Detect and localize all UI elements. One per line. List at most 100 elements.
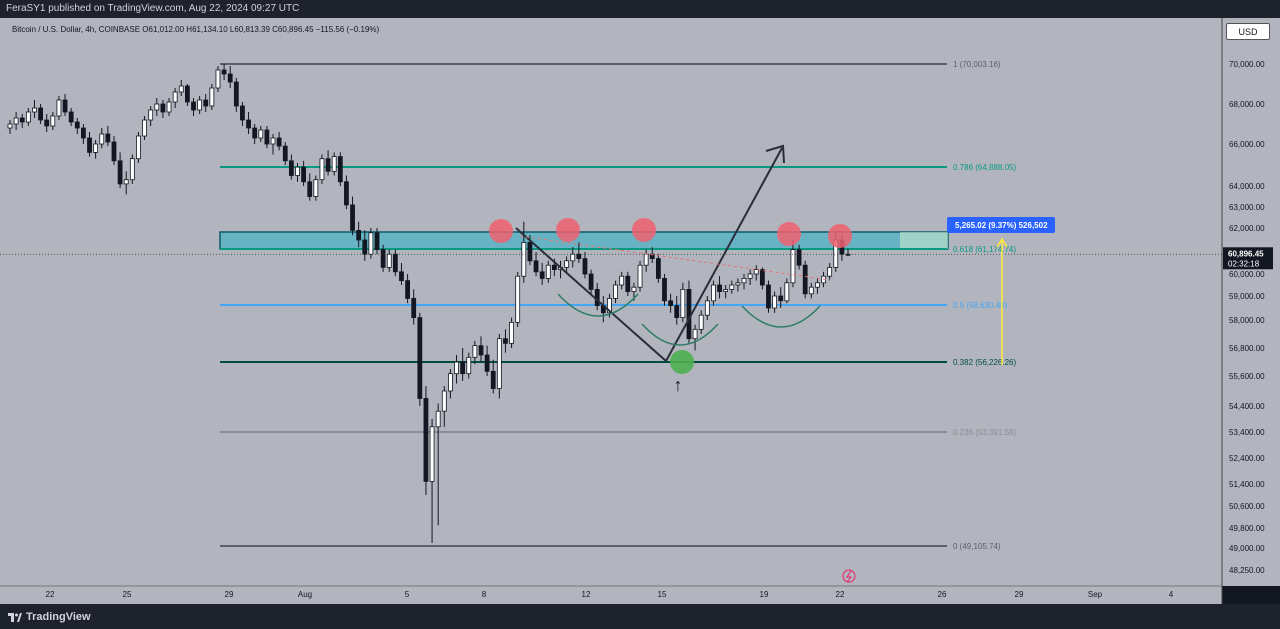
candle-bearish [478, 345, 484, 356]
candle-bullish [711, 284, 716, 302]
candle-bearish [796, 249, 802, 266]
candle-bullish [209, 87, 215, 107]
candle-bullish [747, 273, 753, 279]
candle-bearish [184, 85, 190, 103]
candle-bearish [399, 271, 404, 282]
time-tick-label: Aug [298, 590, 312, 599]
candle-bearish [380, 249, 386, 268]
lightning-icon[interactable] [842, 569, 856, 583]
candle-bearish [325, 158, 331, 172]
resistance-touch-marker[interactable] [828, 224, 852, 248]
candle-bullish [815, 282, 820, 288]
candle-bullish [466, 356, 472, 375]
trend-arrow-up[interactable] [665, 147, 783, 362]
brand-name: TradingView [26, 611, 91, 623]
time-tick-label: 4 [1169, 590, 1174, 599]
candle-bullish [258, 129, 264, 139]
trend-line-down[interactable] [515, 227, 667, 362]
resistance-touch-marker[interactable] [556, 218, 580, 242]
candle-bearish [252, 127, 258, 139]
candle-bullish [7, 123, 13, 129]
candle-bullish [32, 107, 37, 113]
price-tick-label: 52,400.00 [1229, 454, 1265, 463]
candle-bullish [148, 109, 154, 121]
candle-bullish [753, 269, 759, 275]
candle-bearish [527, 241, 533, 262]
candle-bearish [374, 232, 380, 251]
candle-bullish [172, 91, 178, 103]
lightning-bolt-icon [846, 570, 853, 583]
candle-bearish [766, 284, 771, 309]
candle-bearish [87, 137, 92, 153]
price-chart[interactable]: Bitcoin / U.S. Dollar, 4h, COINBASE O61,… [0, 18, 1280, 604]
candle-bullish [637, 264, 643, 288]
resistance-touch-marker[interactable] [489, 219, 513, 243]
candle-bearish [62, 99, 68, 113]
candle-bullish [545, 264, 551, 279]
support-bounce-marker[interactable] [670, 350, 694, 374]
price-tick-label: 55,600.00 [1229, 372, 1265, 381]
candle-bullish [631, 286, 637, 293]
current-price-value: 60,896.45 [1228, 249, 1264, 258]
candle-bearish [533, 260, 539, 273]
price-tick-label: 49,800.00 [1229, 524, 1265, 533]
price-tick-label: 51,400.00 [1229, 480, 1265, 489]
candle-bearish [405, 280, 410, 299]
candle-bullish [270, 137, 276, 145]
price-tick-label: 49,000.00 [1229, 544, 1265, 553]
time-tick-label: 19 [760, 590, 769, 599]
candle-bearish [686, 288, 692, 340]
candle-bullish [772, 295, 777, 309]
tradingview-icon [8, 612, 22, 622]
currency-button[interactable]: USD [1226, 23, 1270, 40]
neckline-dashed[interactable] [519, 235, 831, 281]
candle-bullish [142, 119, 147, 137]
fib-level-label: 0 (49,105.74) [953, 542, 1001, 551]
candle-bearish [539, 271, 545, 279]
candle-bullish [723, 288, 729, 292]
candle-bearish [845, 253, 851, 256]
resistance-touch-marker[interactable] [777, 222, 801, 246]
fib-level-label: 0.786 (64,888.05) [953, 163, 1016, 172]
candle-bullish [790, 249, 796, 284]
candle-bearish [111, 141, 117, 162]
candle-bullish [448, 373, 453, 392]
candle-bullish [331, 156, 337, 172]
candle-bullish [619, 275, 625, 286]
candle-bullish [613, 284, 618, 299]
candle-bullish [136, 135, 141, 160]
candle-bearish [19, 117, 25, 123]
rounding-bottom-arc[interactable] [741, 305, 821, 328]
candle-bearish [411, 297, 417, 318]
price-tick-label: 62,000.00 [1229, 224, 1265, 233]
measure-label: 5,265.02 (9.37%) 526,502 [955, 221, 1048, 230]
time-axis-background [0, 586, 1222, 604]
footer-bar: TradingView [0, 604, 1280, 629]
candle-bullish [295, 166, 300, 176]
measure-badge [947, 217, 1055, 233]
candle-bearish [233, 81, 239, 107]
measure-extension [900, 232, 948, 249]
candle-bullish [515, 275, 521, 323]
candle-bearish [778, 295, 784, 302]
rounding-bottom-arc[interactable] [641, 323, 719, 346]
fib-level-label: 0.5 (58,630.48) [953, 301, 1008, 310]
rounding-bottom-arc[interactable] [557, 293, 639, 317]
candle-bullish [178, 85, 184, 93]
candle-bearish [649, 253, 655, 259]
time-tick-label: 22 [46, 590, 55, 599]
candle-bearish [191, 101, 196, 111]
candle-bearish [264, 129, 270, 145]
candle-bearish [44, 119, 50, 127]
candle-bearish [240, 105, 245, 121]
candle-bullish [56, 99, 62, 117]
candle-bullish [680, 288, 686, 318]
candle-bullish [704, 300, 710, 316]
candle-bullish [509, 321, 514, 344]
candle-bearish [655, 258, 661, 279]
chart-area[interactable]: Bitcoin / U.S. Dollar, 4h, COINBASE O61,… [0, 18, 1280, 604]
tradingview-logo[interactable]: TradingView [8, 611, 91, 623]
time-tick-label: 25 [123, 590, 132, 599]
candle-bearish [588, 273, 594, 290]
resistance-touch-marker[interactable] [632, 218, 656, 242]
